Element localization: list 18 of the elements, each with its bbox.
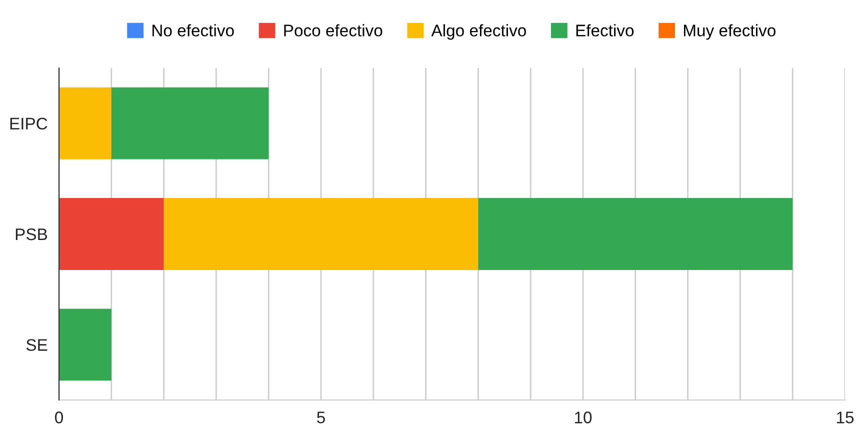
legend-label: Efectivo [576, 24, 634, 36]
bar [111, 87, 269, 160]
bar [478, 198, 793, 270]
bar [59, 198, 164, 270]
x-tick-label: 5 [317, 412, 325, 424]
y-tick-label: EIPC [10, 118, 48, 130]
legend-label: Muy efectivo [684, 24, 776, 40]
x-tick-label: 15 [837, 412, 854, 424]
legend-label: Poco efectivo [284, 24, 382, 36]
legend-label: Algo efectivo [431, 24, 526, 40]
y-tick-label: PSB [16, 228, 48, 240]
x-tick-label: 10 [575, 412, 592, 424]
bar [59, 87, 112, 160]
x-tick-label: 0 [55, 412, 63, 424]
bar [164, 198, 478, 270]
bar [59, 308, 112, 381]
y-tick-label: SE [26, 339, 48, 351]
legend-label: No efectivo [152, 24, 234, 36]
